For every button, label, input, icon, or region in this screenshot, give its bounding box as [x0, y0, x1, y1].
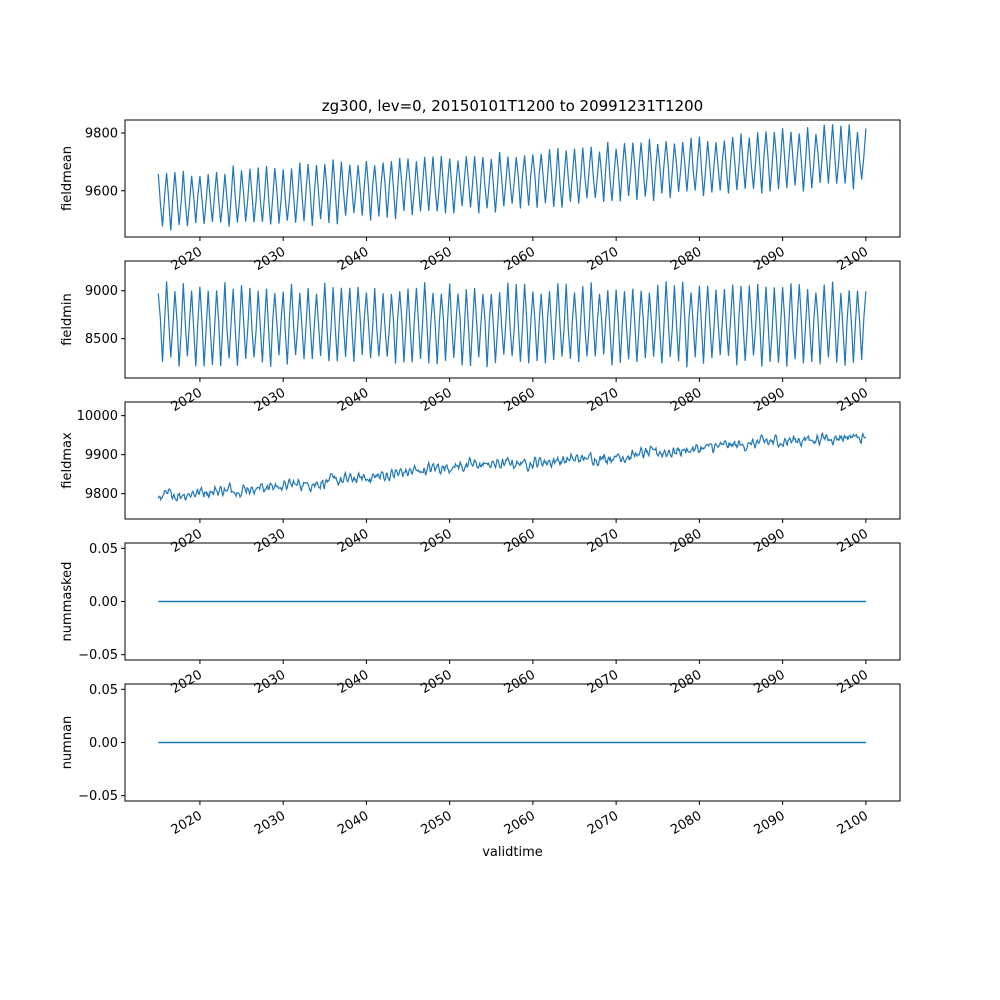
y-tick-label: 9000 [85, 284, 118, 299]
y-tick-label: 10000 [77, 409, 118, 424]
y-tick-label: 0.00 [89, 736, 118, 751]
y-tick-label: 9900 [85, 448, 118, 463]
series-line-fieldmean [157, 124, 867, 231]
y-tick-label: 0.00 [89, 595, 118, 610]
x-axis-label: validtime [482, 845, 543, 860]
y-axis-label-fieldmin: fieldmin [60, 293, 75, 346]
series-line-fieldmin [157, 281, 867, 368]
y-tick-label: 9800 [85, 487, 118, 502]
y-axis-label-fieldmax: fieldmax [60, 432, 75, 489]
y-tick-label: 8500 [85, 332, 118, 347]
axes-frame [124, 119, 901, 238]
axes-frame [124, 260, 901, 379]
y-tick-label: 0.05 [89, 542, 118, 557]
chart-title: zg300, lev=0, 20150101T1200 to 20991231T… [322, 97, 703, 115]
y-tick-label: −0.05 [78, 648, 118, 663]
series-line-fieldmax [157, 431, 866, 502]
y-axis-label-numnan: numnan [60, 716, 75, 770]
axes-frame [124, 401, 901, 520]
y-tick-label: 9800 [85, 127, 118, 142]
y-tick-label: 0.05 [89, 683, 118, 698]
y-tick-label: 9600 [85, 184, 118, 199]
y-axis-label-fieldmean: fieldmean [60, 146, 75, 211]
y-tick-label: −0.05 [78, 789, 118, 804]
y-axis-label-nummasked: nummasked [60, 562, 75, 642]
